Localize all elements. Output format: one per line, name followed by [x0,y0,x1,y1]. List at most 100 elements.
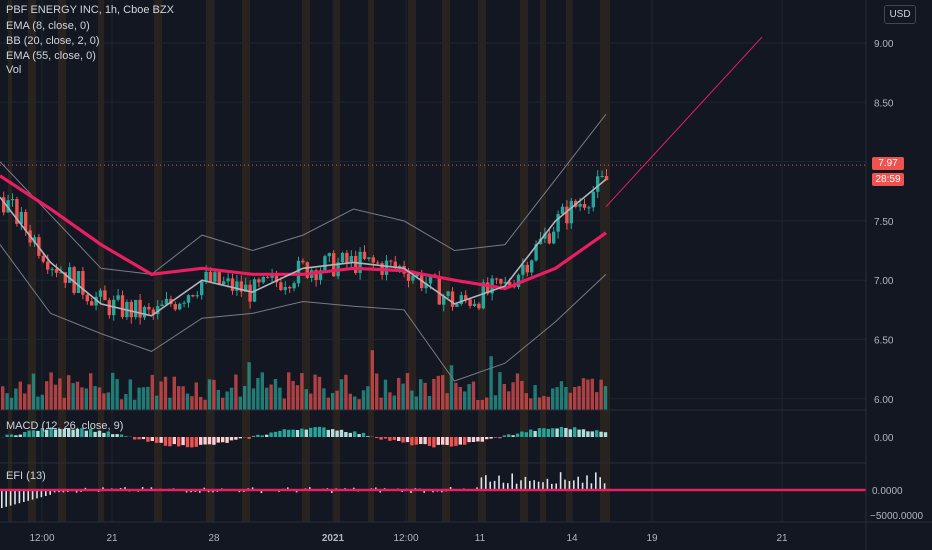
candle-body [349,256,353,264]
volume-bar [93,386,97,410]
time-tick-label: 21 [106,533,118,544]
macd-bar [449,437,454,447]
volume-bar [71,383,75,410]
volume-bar [375,373,379,410]
candle-body [569,200,573,224]
macd-bar [559,427,564,437]
efi-tick-label: 0.0000 [872,486,903,497]
candle-body [195,295,199,297]
macd-bar [581,429,586,437]
macd-bar [533,431,537,437]
macd-bar [199,437,203,445]
efi-tick-label: −5000.0000 [870,511,924,522]
efi-histogram [0,472,866,508]
macd-bar [45,429,49,437]
efi-bar [599,477,601,490]
candle-body [235,281,239,291]
session-band [566,0,572,522]
volume-bar [62,397,66,410]
efi-bar [529,480,531,490]
candle-body [151,309,155,315]
volume-bar [27,384,31,410]
volume-bar [291,381,295,410]
macd-bar [427,437,432,446]
macd-bar [190,437,194,448]
macd-bar [93,431,97,437]
macd-bar [225,437,229,443]
macd-bar [80,428,84,437]
candle-body [450,291,455,307]
macd-bar [67,428,71,437]
macd-bar [71,429,75,437]
candle-body [72,267,76,293]
volume-bar [515,373,520,410]
efi-bar [502,482,505,490]
macd-bar [388,437,392,441]
volume-bar [155,395,159,410]
candle-body [76,271,81,293]
volume-bar [137,387,141,410]
indicator-vol[interactable]: Vol [6,64,22,76]
volume-bar [361,390,366,410]
macd-bar [141,437,146,440]
macd-bar [502,435,506,437]
efi-label[interactable]: EFI (13) [6,470,46,482]
efi-bar [14,490,16,505]
macd-bar [300,428,304,437]
time-tick-label: 19 [646,533,658,544]
volume-bar [269,384,273,410]
candle-body [565,206,569,224]
efi-bar [251,487,254,490]
volume-bar [256,378,260,410]
macd-bar [251,435,256,437]
volume-bar [573,387,577,410]
efi-bar [564,479,566,490]
candle-body [129,301,133,318]
macd-bar [511,435,515,437]
candle-body [283,287,287,291]
efi-bar [515,483,518,490]
macd-bar [507,434,511,437]
volume-bar [392,395,396,410]
indicator-ema55[interactable]: EMA (55, close, 0) [6,50,96,62]
macd-bar [485,437,489,440]
candle-body [288,287,292,289]
volume-bar [251,388,256,410]
volume-bar [441,375,445,410]
macd-bar [49,427,53,437]
efi-bar [476,487,478,490]
efi-bar [520,480,522,490]
candle-body [596,176,600,192]
macd-bar [203,437,207,445]
volume-bar [49,372,53,410]
candle-body [94,296,98,306]
efi-bar [40,490,43,498]
currency-button[interactable]: USD [884,5,916,24]
efi-bar [124,487,126,490]
candle-body [530,260,534,273]
volume-bar [14,388,18,410]
candle-body [428,274,433,284]
macd-label[interactable]: MACD (12, 26, close, 9) [6,420,124,432]
efi-bar [31,490,34,500]
candle-body [200,281,204,296]
efi-bar [573,480,575,490]
volume-bar [247,362,251,410]
candle-body [107,300,111,316]
session-band [28,0,36,522]
indicator-bb[interactable]: BB (20, close, 2, 0) [6,35,100,47]
efi-bar [493,480,496,490]
volume-bar [317,376,322,410]
macd-bar [256,434,260,437]
macd-bar [546,428,550,437]
volume-bar [212,379,216,410]
candle-body [178,303,182,310]
efi-bar [449,487,452,490]
candle-body [15,199,19,224]
efi-bar [595,472,597,490]
indicator-ema8[interactable]: EMA (8, close, 0) [6,20,90,32]
macd-bar [146,437,150,442]
macd-bar [278,430,282,437]
macd-bar [480,437,484,442]
